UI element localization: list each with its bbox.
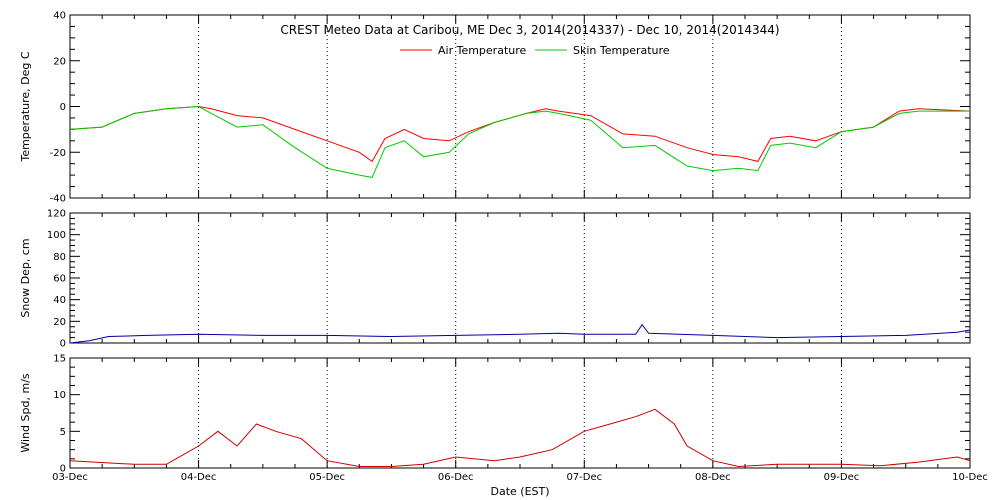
x-tick-label: 03-Dec (52, 472, 88, 483)
y-tick-label: -40 (50, 194, 66, 205)
series-line-wind-0 (69, 408, 971, 468)
x-axis-label: Date (EST) (490, 485, 549, 498)
y-tick-label: 0 (60, 339, 66, 350)
plot-frame (69, 212, 971, 344)
y-tick-label: 40 (53, 295, 66, 306)
y-tick-label: 0 (60, 464, 66, 475)
x-tick-label: 06-Dec (438, 472, 474, 483)
x-tick-label: 10-Dec (952, 472, 988, 483)
y-tick-label: 100 (47, 230, 66, 241)
panel-temperature: -40 -20 0 20 40 Temperature, Deg C Air Tempera… (19, 11, 971, 205)
y-tick-label: 40 (53, 11, 66, 22)
x-tick-label: 09-Dec (824, 472, 860, 483)
x-tick-label: 07-Dec (566, 472, 602, 483)
plot-frame (69, 14, 971, 199)
y-tick-label: 5 (60, 427, 66, 438)
chart-panels: -40 -20 0 20 40 Temperature, Deg C Air Tempera… (19, 11, 988, 484)
y-tick-label: -20 (50, 148, 66, 159)
y-tick-label: 15 (53, 354, 66, 365)
chart-title: CREST Meteo Data at Caribou, ME Dec 3, 2… (280, 23, 779, 37)
plot-frame (69, 357, 971, 469)
y-tick-label: 20 (53, 56, 66, 67)
series-line-temperature-1 (69, 105, 970, 178)
y-axis-label: Temperature, Deg C (19, 51, 32, 162)
panel-snow: 0 20 40 60 80 100 120 Snow Dep, cm (19, 209, 971, 350)
legend-label: Air Temperature (438, 44, 527, 57)
legend-label: Skin Temperature (573, 44, 670, 57)
y-tick-label: 10 (53, 390, 66, 401)
y-axis-label: Snow Dep, cm (19, 238, 32, 317)
series-line-snow-0 (69, 323, 971, 344)
x-tick-label: 05-Dec (309, 472, 345, 483)
y-tick-label: 120 (47, 209, 66, 220)
y-tick-label: 20 (53, 317, 66, 328)
y-axis-label: Wind Spd, m/s (19, 373, 32, 453)
y-tick-label: 80 (53, 252, 66, 263)
x-tick-label: 08-Dec (695, 472, 731, 483)
y-tick-label: 0 (60, 102, 66, 113)
x-tick-label: 04-Dec (181, 472, 217, 483)
y-tick-label: 60 (53, 274, 66, 285)
panel-wind: 0 5 10 15 Wind Spd, m/s (19, 354, 971, 475)
